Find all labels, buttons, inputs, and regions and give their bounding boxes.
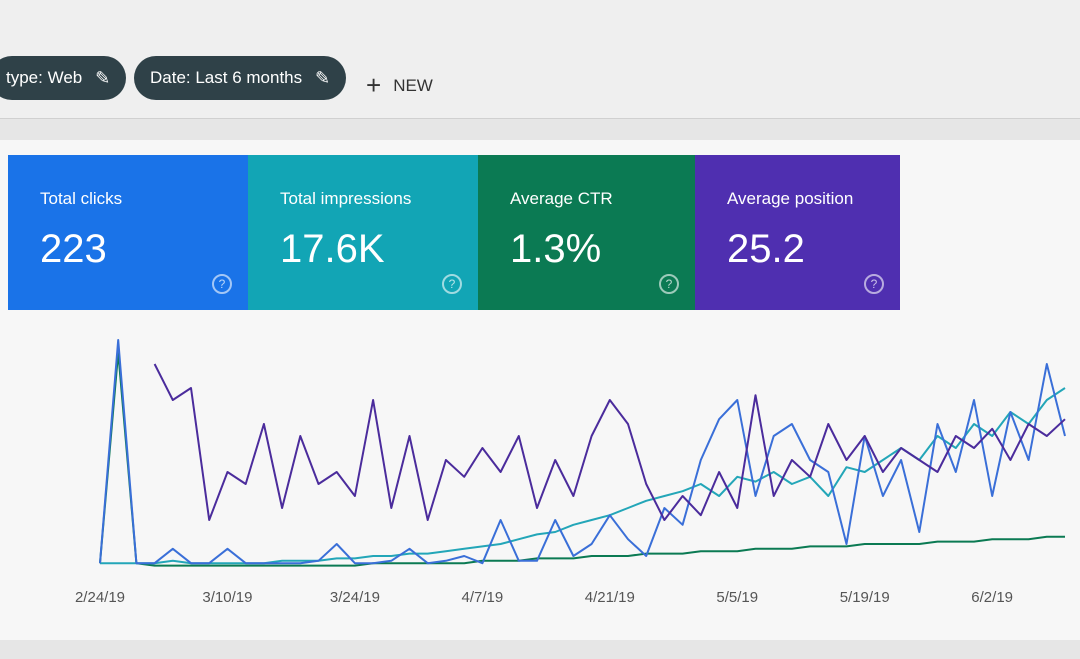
metric-value: 223 [40,227,107,271]
series-line [99,339,1066,565]
filter-chip[interactable]: Date: Last 6 months [134,56,347,100]
x-tick-label: 5/19/19 [840,589,890,606]
metric-label: Total impressions [280,189,412,208]
x-tick-label: 2/24/19 [75,589,125,606]
metric-label: Average position [727,189,854,208]
filter-chip[interactable]: type: Web [0,56,127,100]
metric-value: 17.6K [280,227,385,271]
metric-label: Total clicks [40,189,123,208]
toolbar: type: Web Date: Last 6 months +NEW [0,0,1080,119]
metric-card[interactable]: Total clicks 223? [8,155,248,310]
x-tick-label: 4/7/19 [461,589,503,606]
new-button[interactable]: + NEW [366,70,433,100]
x-tick-label: 3/10/19 [202,589,252,606]
new-label: NEW [393,76,433,95]
metric-value: 25.2 [727,227,805,271]
metric-value: 1.3% [510,227,602,271]
series-line [99,351,1065,567]
help-icon[interactable]: ? [212,274,232,294]
x-tick-label: 5/5/19 [716,589,758,606]
series-line [153,363,1066,521]
metric-card[interactable]: Average position 25.2? [695,155,900,310]
x-tick-label: 3/24/19 [330,589,380,606]
x-tick-label: 6/2/19 [971,589,1013,606]
chart: 2/24/19 3/10/19 3/24/19 4/7/19 4/21/19 5/5/19… [75,339,1066,606]
help-icon[interactable]: ? [659,274,679,294]
help-icon[interactable]: ? [442,274,462,294]
help-icon[interactable]: ? [864,274,884,294]
metric-card[interactable]: Average CTR 1.3%? [478,155,695,310]
metric-card[interactable]: Total impressions 17.6K? [248,155,478,310]
series-line [100,387,1066,565]
x-tick-label: 4/21/19 [585,589,635,606]
metric-label: Average CTR [510,189,613,208]
